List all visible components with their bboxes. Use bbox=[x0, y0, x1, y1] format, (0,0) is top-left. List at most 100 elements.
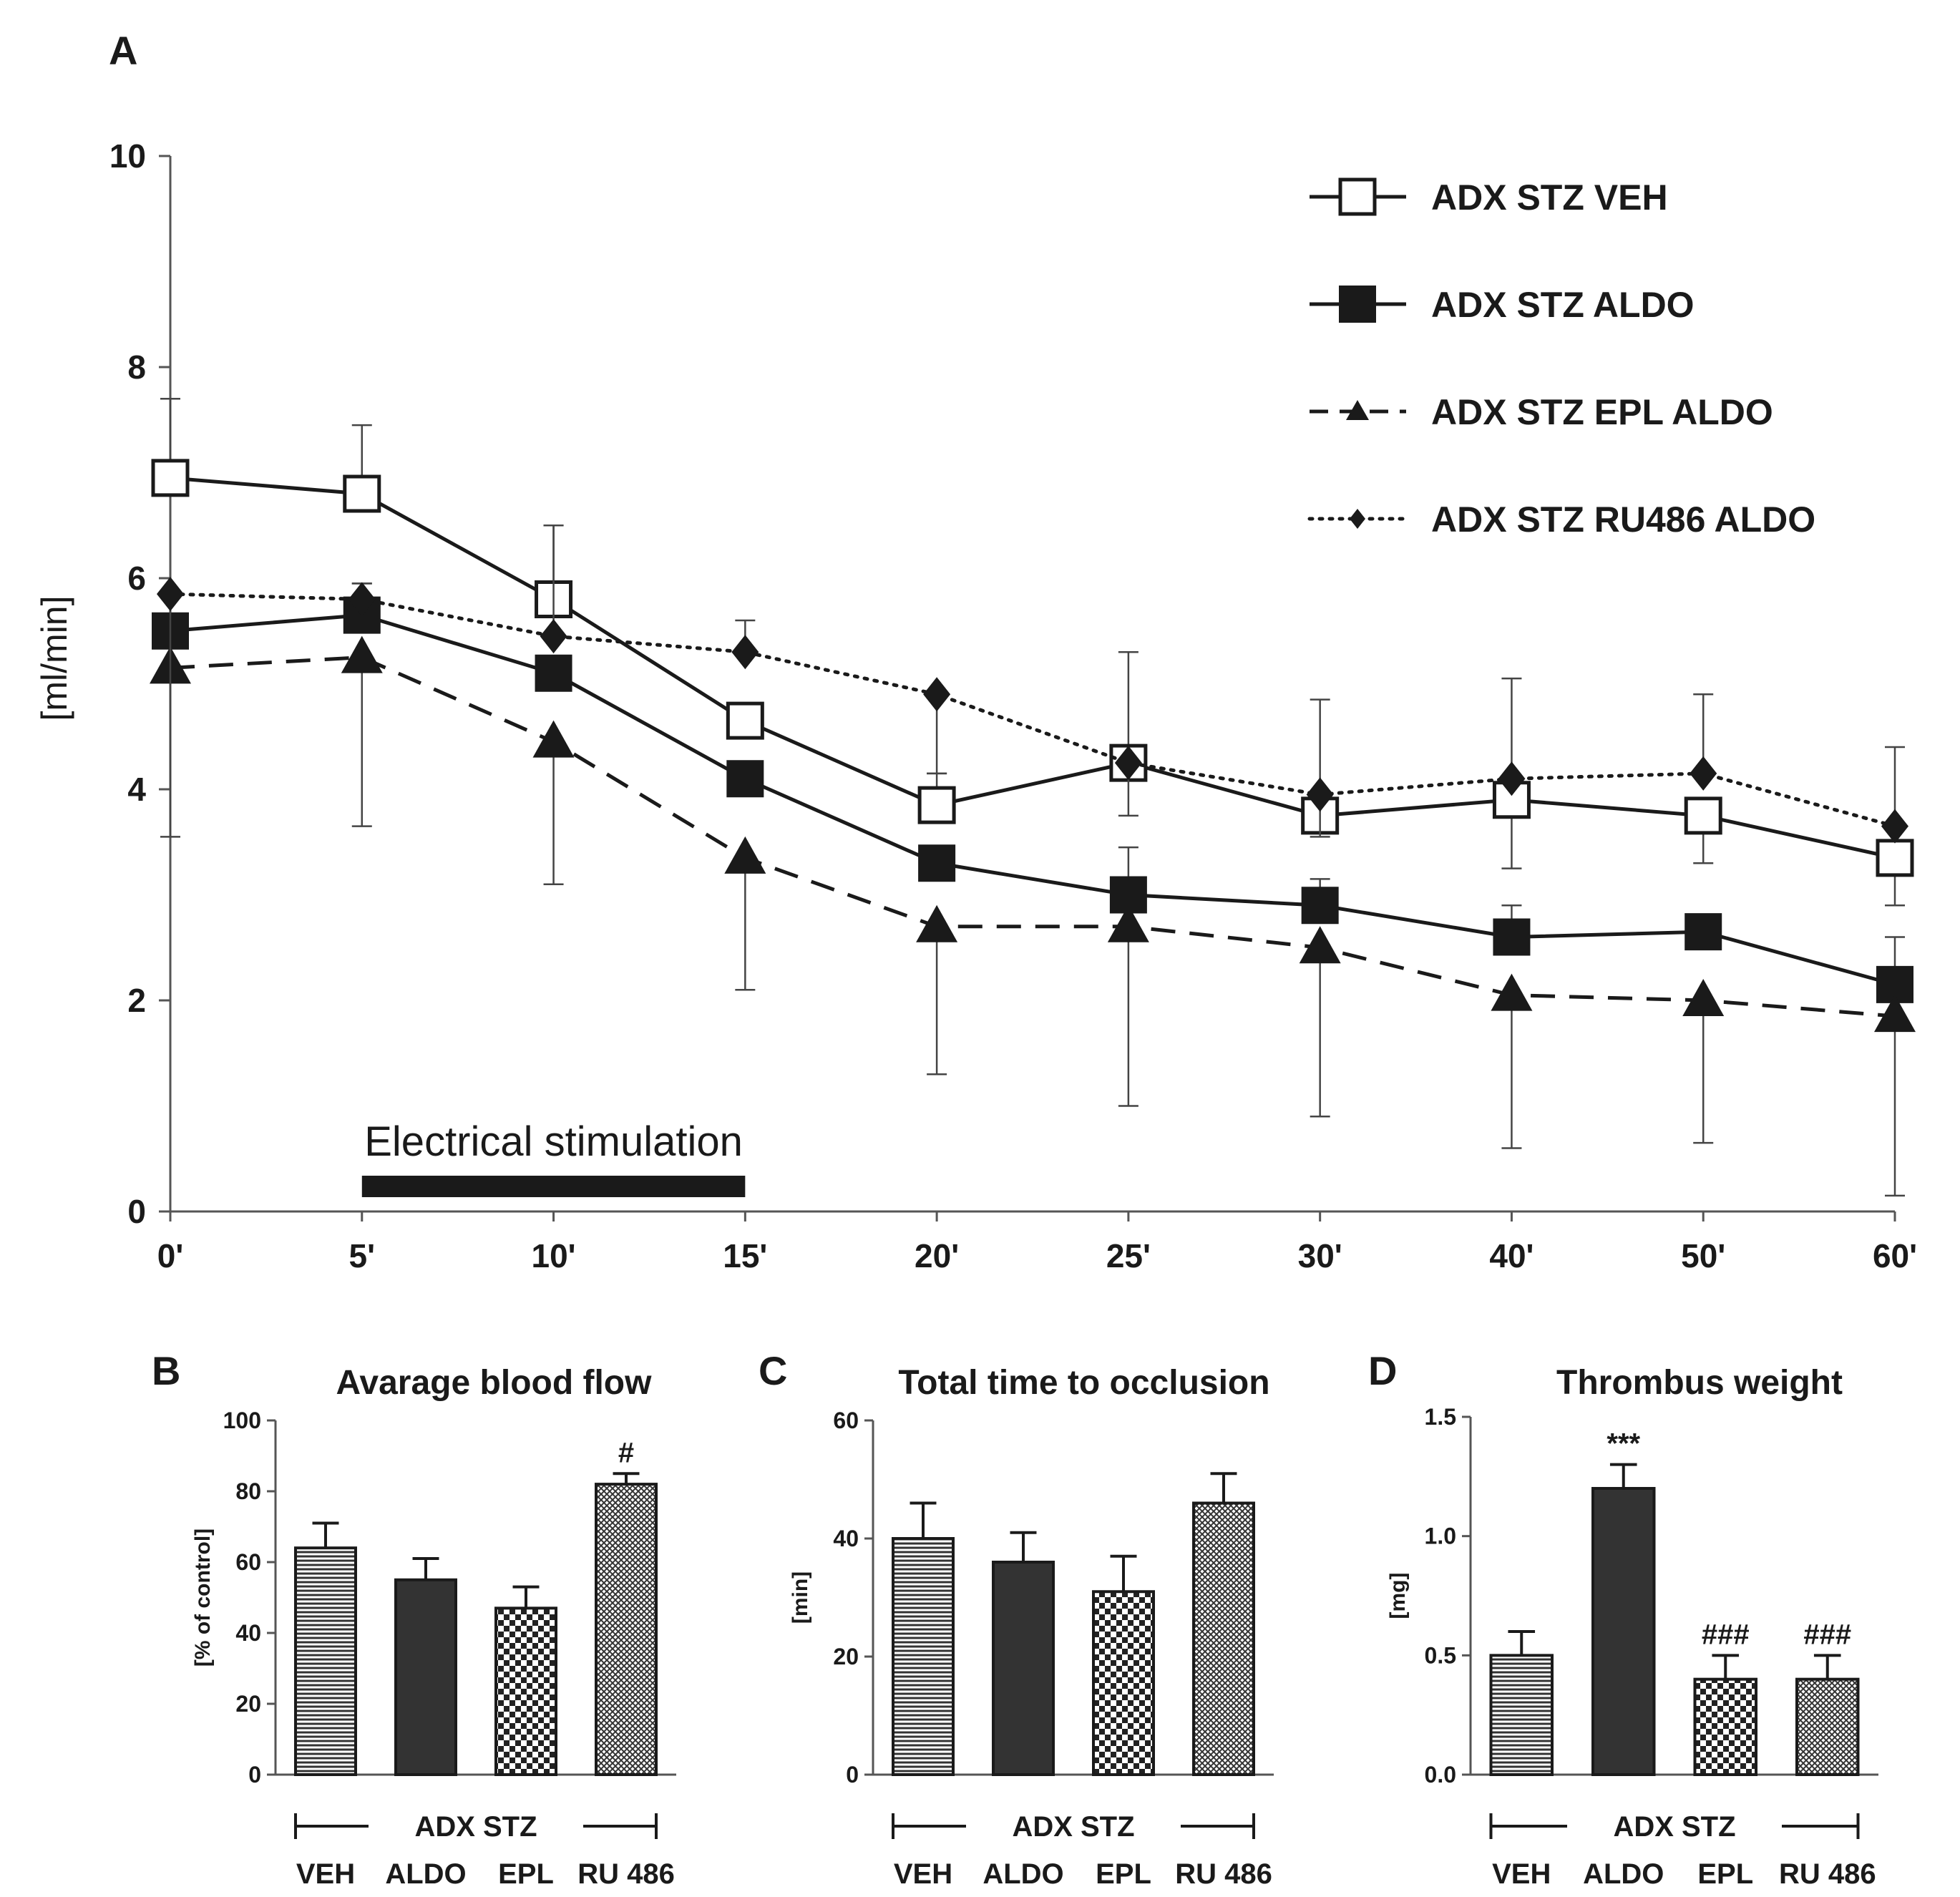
series-line bbox=[170, 613, 1896, 987]
panel-b-y-tick-label: 80 bbox=[235, 1478, 261, 1504]
legend-item: ADX STZ ALDO bbox=[1310, 285, 1695, 325]
panel-a-x-tick-label: 20' bbox=[915, 1237, 959, 1274]
data-point bbox=[731, 635, 759, 670]
data-point bbox=[918, 844, 956, 882]
panel-b-y-tick-label: 40 bbox=[235, 1620, 261, 1646]
panel-d-bar-chart: D Thrombus weight [mg] 0.0 0.5 1.0 1.5 *** ### #… bbox=[1368, 1348, 1878, 1890]
panel-d-group-label: ADX STZ bbox=[1613, 1811, 1735, 1843]
panel-c-y-tick-label: 0 bbox=[846, 1762, 859, 1788]
panel-a-x-tick-label: 40' bbox=[1489, 1237, 1534, 1274]
panel-d-category-label: ALDO bbox=[1583, 1858, 1664, 1890]
data-point bbox=[916, 904, 958, 942]
data-point bbox=[1491, 973, 1533, 1011]
panel-b-bar bbox=[394, 1578, 457, 1776]
data-point bbox=[1874, 995, 1916, 1033]
data-point bbox=[535, 654, 572, 692]
panel-b-category-label: VEH bbox=[296, 1858, 355, 1890]
panel-a-x-tick-label: 5' bbox=[349, 1237, 376, 1274]
data-point bbox=[1299, 926, 1341, 964]
legend-marker bbox=[1338, 177, 1377, 216]
data-point bbox=[1684, 913, 1722, 951]
panel-b-category-label: RU 486 bbox=[577, 1858, 675, 1890]
data-point bbox=[1876, 839, 1914, 877]
panel-b-bar bbox=[294, 1546, 357, 1776]
panel-d-y-axis-label: [mg] bbox=[1386, 1573, 1410, 1619]
series-adx-stz-veh bbox=[151, 398, 1914, 907]
panel-b-y-axis-label: [% of control] bbox=[191, 1528, 215, 1667]
panel-a-x-tick-label: 0' bbox=[157, 1237, 184, 1274]
data-point bbox=[540, 619, 567, 654]
panel-d-letter: D bbox=[1368, 1348, 1397, 1393]
panel-a-y-tick-label: 0 bbox=[127, 1193, 146, 1230]
panel-c-bar bbox=[892, 1537, 955, 1776]
panel-d-y-tick-label: 0.5 bbox=[1425, 1642, 1456, 1668]
panel-c-title: Total time to occlusion bbox=[898, 1364, 1269, 1402]
panel-d-significance-marker: ### bbox=[1803, 1619, 1851, 1650]
panel-d-bar bbox=[1489, 1654, 1554, 1776]
data-point bbox=[348, 582, 376, 617]
panel-b-bar-chart: B Avarage blood flow [% of control] 0 20 40 6… bbox=[152, 1348, 676, 1890]
legend-label: ADX STZ RU486 ALDO bbox=[1431, 499, 1815, 540]
data-point bbox=[1114, 746, 1142, 781]
data-point bbox=[724, 836, 766, 874]
panel-b-letter: B bbox=[152, 1348, 180, 1393]
legend-marker bbox=[1350, 509, 1365, 529]
legend-label: ADX STZ EPL ALDO bbox=[1431, 392, 1773, 432]
data-point bbox=[1682, 979, 1725, 1016]
panel-d-significance-marker: ### bbox=[1702, 1619, 1750, 1650]
series-line bbox=[170, 476, 1896, 860]
legend-label: ADX STZ VEH bbox=[1431, 177, 1668, 218]
data-point bbox=[157, 577, 184, 612]
panel-c-group-label: ADX STZ bbox=[1012, 1811, 1134, 1843]
panel-b-y-tick-label: 0 bbox=[248, 1762, 261, 1788]
legend-marker bbox=[1339, 286, 1376, 323]
panel-a-y-tick-label: 6 bbox=[127, 560, 146, 597]
panel-a-y-tick-label: 10 bbox=[109, 137, 146, 175]
data-point bbox=[1301, 887, 1339, 925]
panel-a-x-tick-label: 30' bbox=[1298, 1237, 1342, 1274]
panel-b-group-label: ADX STZ bbox=[414, 1811, 537, 1843]
legend-item: ADX STZ EPL ALDO bbox=[1310, 392, 1773, 432]
panel-a-letter: A bbox=[109, 28, 137, 73]
panel-c-bar-chart: C Total time to occlusion [min] 0 20 40 60 ADX… bbox=[759, 1348, 1274, 1890]
series-adx-stz-epl-aldo bbox=[150, 635, 1916, 1197]
legend-marker bbox=[1346, 400, 1369, 420]
panel-a-x-tick-label: 15' bbox=[723, 1237, 767, 1274]
legend-item: ADX STZ RU486 ALDO bbox=[1307, 499, 1815, 540]
panel-c-category-label: VEH bbox=[894, 1858, 952, 1890]
panel-a-x-tick-label: 50' bbox=[1681, 1237, 1725, 1274]
series-line bbox=[170, 655, 1896, 1018]
data-point bbox=[1306, 777, 1334, 812]
panel-a-y-axis-label: [ml/min] bbox=[34, 596, 74, 721]
data-point bbox=[726, 701, 764, 740]
panel-c-category-label: EPL bbox=[1096, 1858, 1151, 1890]
data-point bbox=[1881, 809, 1908, 844]
data-point bbox=[151, 459, 190, 497]
panel-b-y-tick-label: 100 bbox=[223, 1408, 261, 1433]
panel-c-y-tick-label: 60 bbox=[833, 1408, 859, 1433]
series-line bbox=[168, 592, 1897, 829]
data-point bbox=[532, 720, 575, 758]
stimulation-label: Electrical stimulation bbox=[364, 1118, 743, 1165]
panel-d-category-label: VEH bbox=[1492, 1858, 1551, 1890]
panel-c-bar bbox=[992, 1561, 1055, 1776]
data-point bbox=[341, 635, 383, 673]
panel-c-y-tick-label: 40 bbox=[833, 1526, 859, 1551]
data-point bbox=[1107, 904, 1149, 942]
data-point bbox=[1690, 756, 1717, 791]
data-point bbox=[726, 760, 764, 798]
panel-b-y-tick-label: 20 bbox=[235, 1691, 261, 1717]
panel-c-y-axis-label: [min] bbox=[789, 1571, 812, 1624]
panel-d-y-tick-label: 1.0 bbox=[1425, 1523, 1456, 1549]
series-adx-stz-ru486-aldo bbox=[157, 525, 1908, 844]
panel-c-letter: C bbox=[759, 1348, 787, 1393]
panel-c-bar bbox=[1192, 1501, 1255, 1776]
panel-d-bar bbox=[1693, 1677, 1757, 1777]
panel-b-bar bbox=[494, 1606, 557, 1777]
panel-b-category-label: EPL bbox=[498, 1858, 554, 1890]
data-point bbox=[1684, 796, 1722, 835]
panel-c-category-label: ALDO bbox=[983, 1858, 1063, 1890]
data-point bbox=[1498, 761, 1526, 796]
panel-a-y-tick-label: 4 bbox=[127, 771, 146, 808]
